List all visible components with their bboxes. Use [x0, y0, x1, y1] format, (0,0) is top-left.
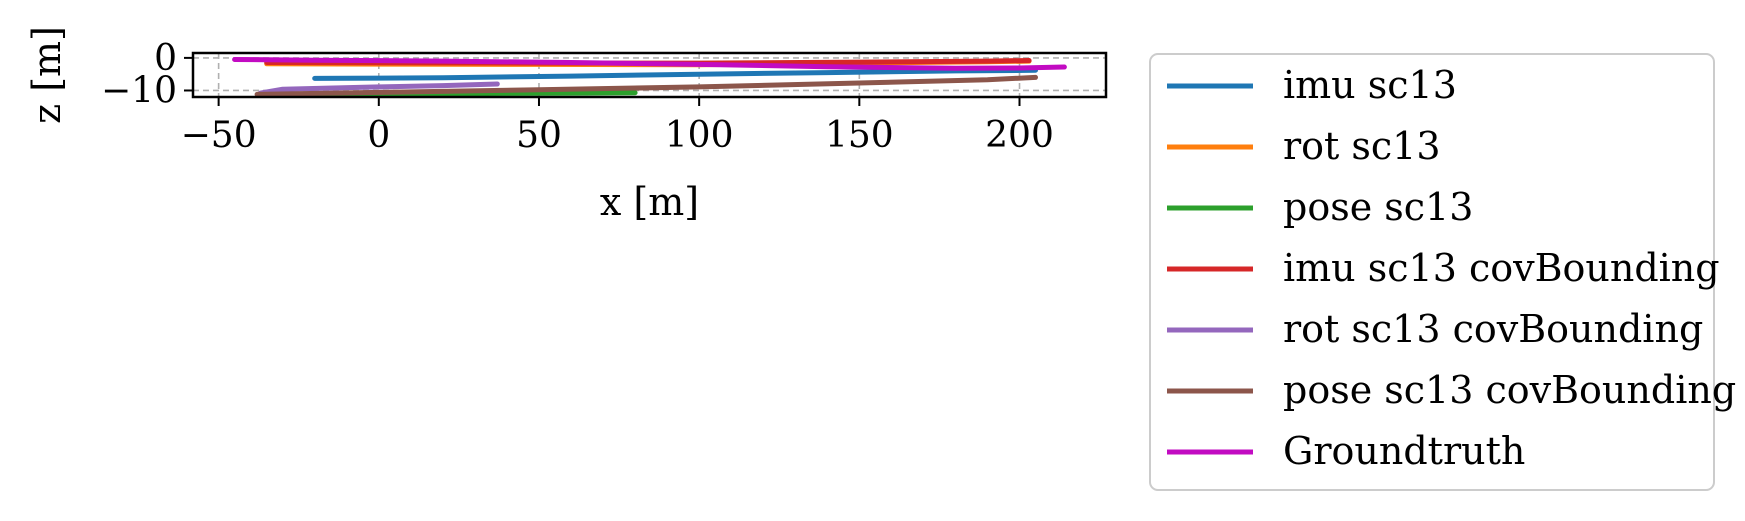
legend-label-5: pose sc13 covBounding	[1283, 368, 1736, 412]
y-tick-label: 0	[154, 38, 177, 79]
x-tick-label: 0	[367, 115, 390, 156]
series-line-4	[257, 81, 500, 96]
x-tick-label: −50	[181, 115, 257, 156]
legend-label-1: rot sc13	[1283, 124, 1441, 168]
y-tick-label: −10	[101, 70, 177, 111]
legend-label-4: rot sc13 covBounding	[1283, 307, 1703, 351]
legend-label-6: Groundtruth	[1283, 429, 1525, 473]
y-axis-label: z [m]	[25, 26, 69, 124]
legend: imu sc13 rot sc13 pose sc13 imu sc13 covBou…	[1149, 53, 1736, 491]
x-tick-label: 100	[665, 115, 734, 156]
axes-frame	[191, 51, 1108, 99]
series-layer	[232, 57, 1067, 97]
series-line-0	[312, 67, 1038, 81]
x-tick-label: 50	[516, 115, 562, 156]
x-tick-label: 150	[825, 115, 894, 156]
series-line-5	[254, 74, 1038, 97]
legend-label-2: pose sc13	[1283, 185, 1473, 229]
series-line-6	[232, 57, 1067, 71]
legend-label-3: imu sc13 covBounding	[1283, 246, 1720, 290]
x-axis-label: x [m]	[600, 180, 699, 224]
legend-label-0: imu sc13	[1283, 63, 1457, 107]
legend-frame	[1149, 53, 1715, 491]
legend-items: imu sc13 rot sc13 pose sc13 imu sc13 covBou…	[1167, 63, 1736, 473]
x-tick-label: 200	[985, 115, 1054, 156]
